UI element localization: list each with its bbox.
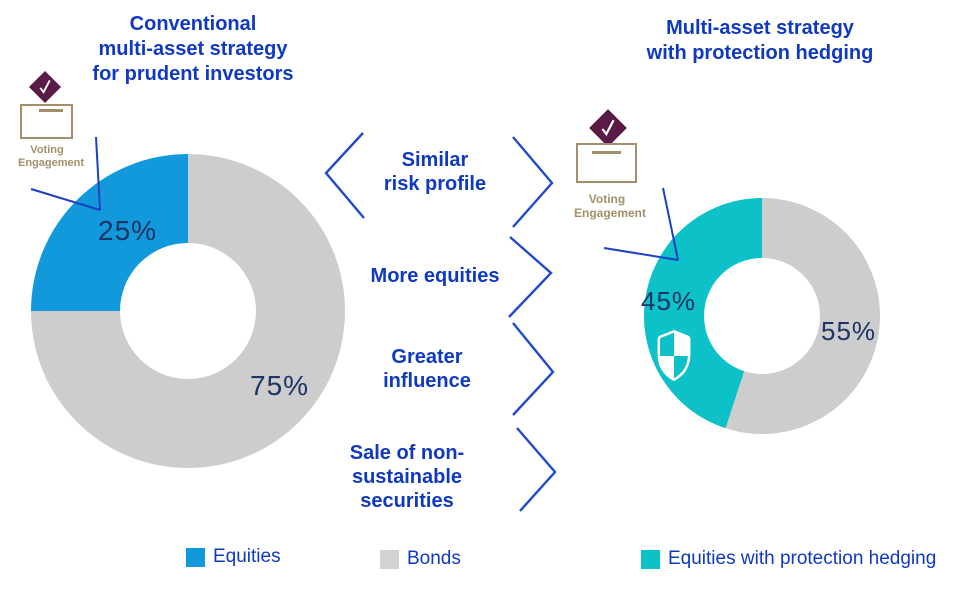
left-chart-title: Conventional multi-asset strategy for pr…	[92, 13, 294, 85]
left-equities-value: 25%	[98, 215, 158, 246]
voting-engagement-label: Voting Engagement	[18, 144, 85, 169]
right-chart-title: Multi-asset strategy with protection hed…	[646, 17, 874, 64]
benefit-more-equities: More equities	[370, 265, 500, 287]
ballot-diamond-icon	[589, 109, 627, 147]
benefit-similar-risk-profile: Similar risk profile	[383, 149, 487, 195]
legend-swatch-equities-protection	[641, 549, 660, 569]
legend-item-equities-protection: Equities with protection hedging	[641, 548, 936, 570]
right-equities-value: 45%	[641, 286, 697, 316]
protection-shield-icon	[657, 329, 691, 382]
ballot-slot	[592, 151, 621, 154]
legend-item-bonds: Bonds	[380, 548, 461, 570]
ballot-box-icon	[576, 143, 637, 183]
voting-engagement-right: Voting Engagement	[574, 106, 647, 221]
donut-hole	[120, 243, 256, 379]
right-donut-chart	[644, 198, 880, 434]
ballot-diamond-icon	[28, 70, 62, 104]
voting-engagement-left: Voting Engagement	[18, 68, 85, 178]
chevron-right-icon	[516, 427, 557, 512]
legend-item-equities: Equities	[186, 546, 281, 568]
left-bonds-value: 75%	[250, 370, 310, 401]
ballot-box-icon	[20, 104, 73, 139]
ballot-slot	[39, 109, 63, 112]
legend-label: Bonds	[407, 548, 461, 569]
legend-swatch-bonds	[380, 549, 399, 569]
legend-swatch-equities	[186, 547, 205, 567]
chevron-right-icon	[512, 322, 555, 416]
voting-engagement-label: Voting Engagement	[574, 192, 647, 220]
chevron-right-icon	[512, 136, 554, 228]
legend-label: Equities with protection hedging	[668, 548, 937, 569]
legend-label: Equities	[213, 546, 281, 567]
right-bonds-value: 55%	[821, 316, 877, 346]
donut-hole	[704, 258, 820, 374]
left-donut-chart	[31, 154, 345, 468]
benefit-greater-influence: Greater influence	[383, 346, 471, 392]
benefit-sale-non-sustainable: Sale of non- sustainable securities	[349, 442, 465, 512]
